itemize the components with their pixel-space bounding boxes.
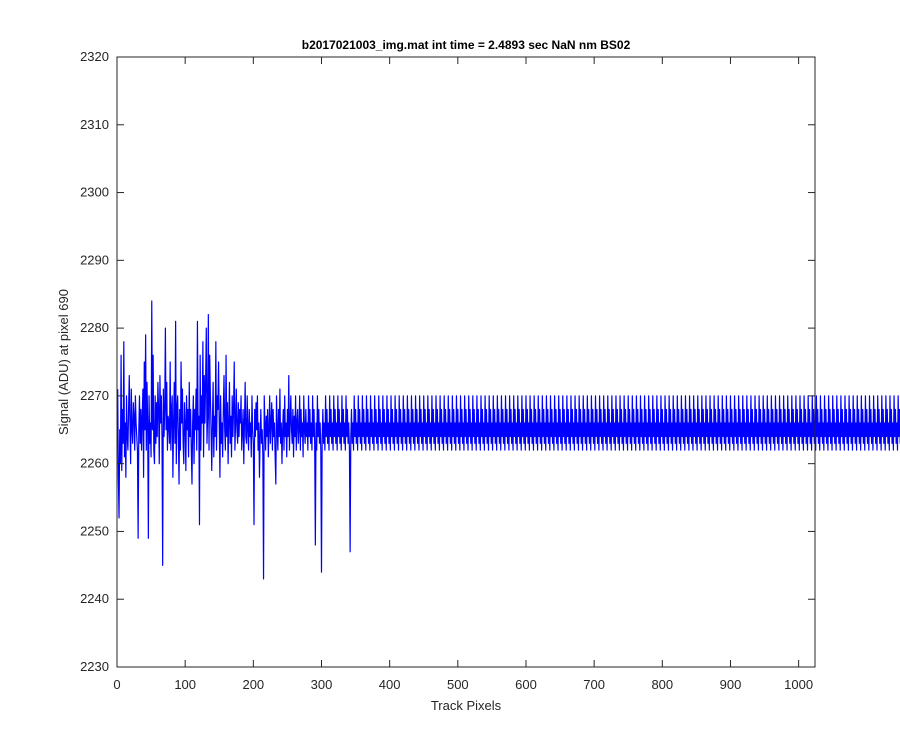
x-tick-label: 100: [174, 677, 196, 692]
y-tick-label: 2280: [80, 320, 109, 335]
tick-layer: 0 100 200 300 400 500 600 700 800 900 1000 2230 2240…: [80, 49, 815, 692]
y-tick-label: 2240: [80, 591, 109, 606]
x-tick-label: 300: [311, 677, 333, 692]
chart-title: b2017021003_img.mat int time = 2.4893 se…: [302, 38, 631, 52]
y-tick-label: 2300: [80, 185, 109, 200]
x-axis-label: Track Pixels: [431, 698, 502, 713]
x-tick-label: 0: [113, 677, 120, 692]
y-tick-label: 2320: [80, 49, 109, 64]
series-line-0: [117, 300, 900, 580]
plot-area: [117, 57, 815, 667]
x-tick-label: 700: [583, 677, 605, 692]
x-tick-label: 200: [242, 677, 264, 692]
x-tick-label: 1000: [784, 677, 813, 692]
y-tick-label: 2310: [80, 117, 109, 132]
y-tick-label: 2250: [80, 523, 109, 538]
y-tick-label: 2260: [80, 456, 109, 471]
x-tick-label: 400: [379, 677, 401, 692]
y-axis-label: Signal (ADU) at pixel 690: [56, 289, 71, 435]
x-tick-label: 600: [515, 677, 537, 692]
axes-box: [116, 56, 816, 668]
y-tick-label: 2270: [80, 388, 109, 403]
y-tick-label: 2230: [80, 659, 109, 674]
x-tick-label: 500: [447, 677, 469, 692]
y-tick-label: 2290: [80, 252, 109, 267]
series-layer: [117, 300, 900, 580]
x-tick-label: 800: [651, 677, 673, 692]
x-tick-label: 900: [720, 677, 742, 692]
